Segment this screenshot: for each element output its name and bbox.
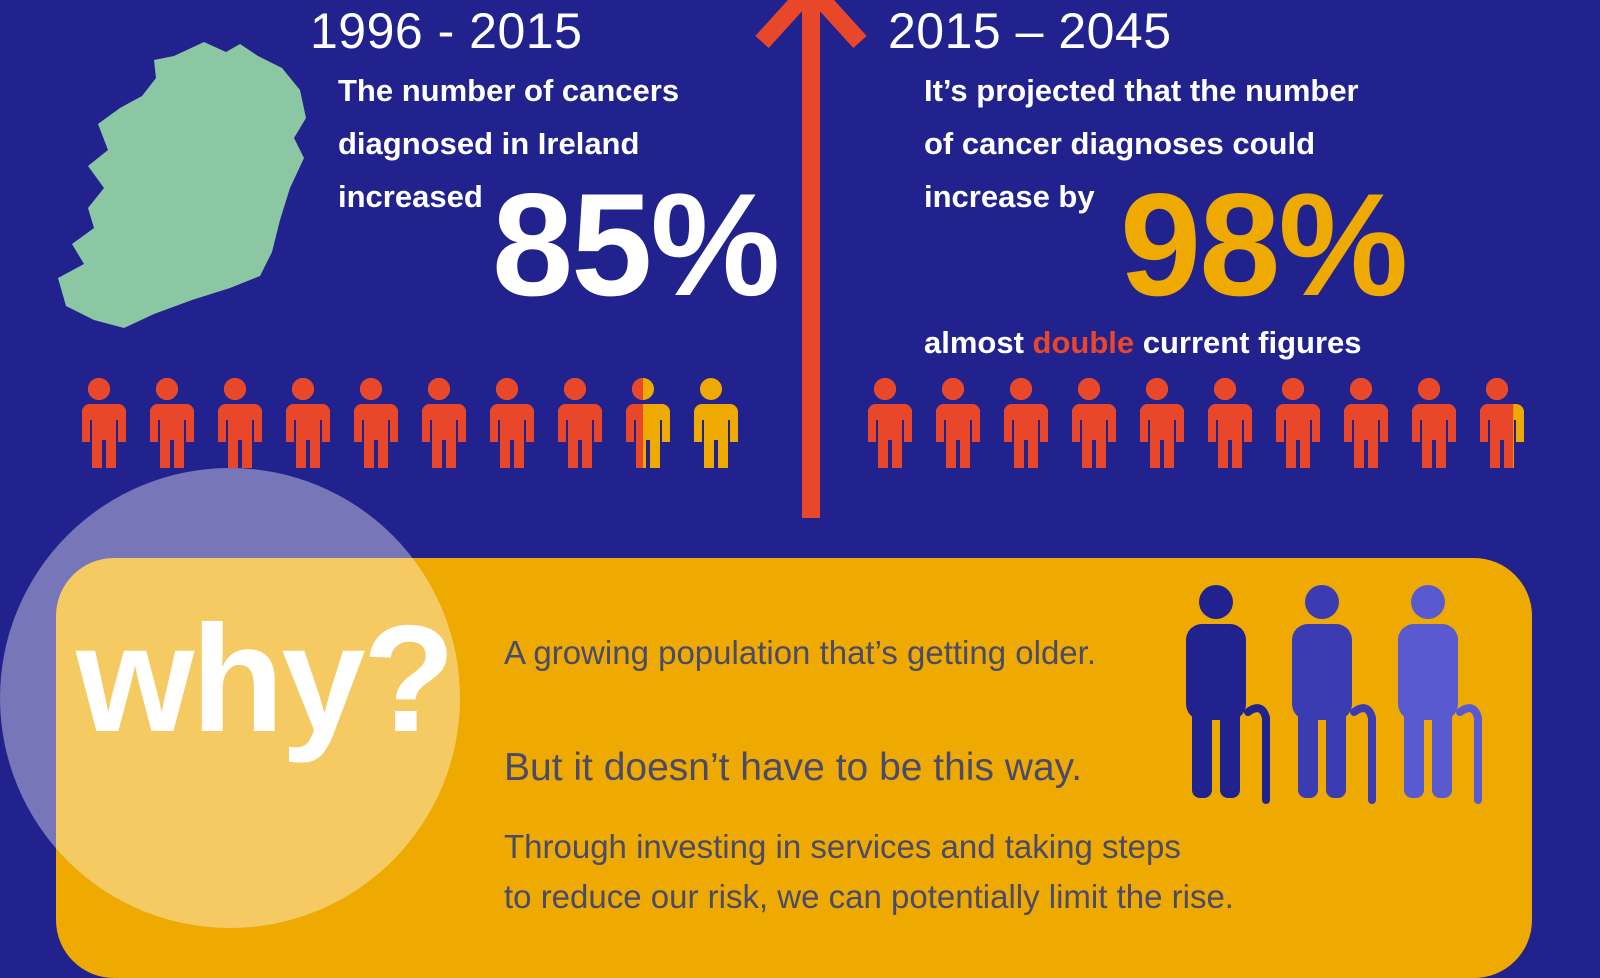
why-statement: But it doesn’t have to be this way.	[504, 746, 1083, 789]
person-icon	[420, 378, 466, 468]
person-icon	[148, 378, 194, 468]
left-percent-figure: 85%	[492, 163, 780, 326]
person-icon	[1410, 378, 1456, 468]
elderly-figure-2	[1292, 585, 1376, 804]
right-percent-figure: 98%	[1120, 163, 1408, 326]
left-period-title: 1996 - 2015	[310, 3, 583, 59]
why-body-line-2: to reduce our risk, we can potentially l…	[504, 878, 1234, 915]
person-icon	[1342, 378, 1388, 468]
person-icon	[1070, 378, 1116, 468]
why-body-line-1: Through investing in services and taking…	[504, 828, 1181, 865]
person-icon	[1478, 378, 1524, 468]
arrow-up-icon	[755, 0, 867, 518]
elderly-person-with-cane-icon	[1186, 585, 1482, 804]
ireland-map-icon	[58, 42, 306, 328]
person-icon	[934, 378, 980, 468]
right-lead-line-2: of cancer diagnoses could	[924, 126, 1316, 161]
person-icon	[352, 378, 398, 468]
person-icon	[866, 378, 912, 468]
elderly-figure-3	[1398, 585, 1482, 804]
left-pictogram	[72, 378, 752, 468]
right-lead-line-1: It’s projected that the number	[924, 73, 1359, 108]
left-lead-line-2: diagnosed in Ireland	[338, 126, 640, 161]
right-note-suffix: current figures	[1134, 325, 1362, 360]
person-icon	[1274, 378, 1320, 468]
left-lead-line-3: increased	[338, 179, 483, 214]
right-period-title: 2015 – 2045	[888, 3, 1172, 59]
right-note-highlight: double	[1032, 325, 1135, 360]
person-icon	[1206, 378, 1252, 468]
person-icon	[284, 378, 330, 468]
right-note-prefix: almost	[924, 325, 1033, 360]
elderly-figure-1	[1186, 585, 1270, 804]
left-lead-line-1: The number of cancers	[338, 73, 680, 108]
right-note: almost double current figures	[924, 316, 1362, 369]
person-icon	[692, 378, 738, 468]
person-icon	[556, 378, 602, 468]
why-heading: why?	[76, 594, 455, 764]
why-circle	[0, 468, 460, 928]
why-reason: A growing population that’s getting olde…	[504, 634, 1096, 671]
person-icon	[1002, 378, 1048, 468]
person-icon	[488, 378, 534, 468]
right-lead-line-3: increase by	[924, 179, 1095, 214]
person-icon	[624, 378, 670, 468]
right-pictogram	[858, 378, 1538, 468]
person-icon	[216, 378, 262, 468]
person-icon	[80, 378, 126, 468]
person-icon	[1138, 378, 1184, 468]
